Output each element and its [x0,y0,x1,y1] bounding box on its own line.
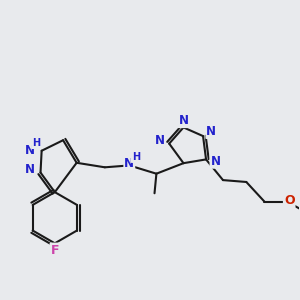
Text: H: H [132,152,140,162]
Text: N: N [154,134,164,147]
Text: N: N [25,144,34,157]
Text: N: N [124,157,134,170]
Text: H: H [32,138,40,148]
Text: N: N [25,163,35,176]
Text: N: N [178,114,188,127]
Text: O: O [284,194,295,207]
Text: F: F [51,244,59,256]
Text: N: N [206,125,216,138]
Text: N: N [211,155,220,168]
